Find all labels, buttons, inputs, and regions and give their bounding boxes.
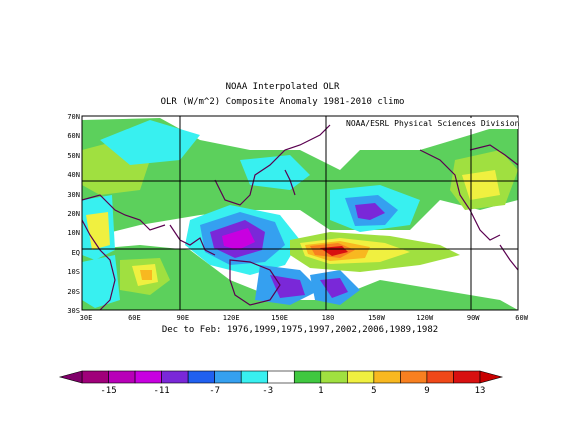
anomaly-field: [82, 118, 518, 310]
colorbar-swatch: [108, 370, 136, 384]
lat-label: 10N: [67, 229, 80, 238]
lon-label: 90W: [466, 314, 480, 322]
period-label: Dec to Feb: 1976,1999,1975,1997,2002,200…: [161, 325, 439, 335]
colorbar-label: 9: [424, 386, 430, 396]
lat-label: 20N: [67, 210, 80, 218]
colorbar-swatch: [347, 370, 375, 384]
colorbar-right-arrow: [479, 370, 504, 384]
colorbar: [58, 370, 504, 384]
lon-label: 30E: [79, 314, 93, 322]
colorbar-swatch: [187, 370, 215, 384]
colorbar-label: 13: [474, 386, 486, 396]
lat-label: 40N: [67, 171, 80, 180]
lat-label: 70N: [67, 113, 80, 121]
lon-label: 180: [321, 314, 335, 322]
colorbar-swatch: [134, 370, 162, 384]
colorbar-label: -11: [153, 386, 170, 396]
colorbar-swatch: [426, 370, 454, 384]
lon-label: 150E: [271, 314, 289, 322]
lon-label: 120W: [416, 314, 434, 322]
lon-label: 60E: [128, 314, 141, 322]
lon-label: 60W: [515, 314, 528, 322]
colorbar-swatch: [161, 370, 189, 384]
lon-label: 90E: [176, 314, 190, 322]
colorbar-left-arrow: [58, 370, 83, 384]
colorbar-label: 5: [371, 386, 377, 396]
lon-label: 150W: [367, 314, 385, 322]
coastlines: [81, 124, 519, 311]
lat-label: 60N: [67, 132, 80, 141]
colorbar-swatch: [267, 370, 295, 384]
colorbar-label: -15: [100, 386, 117, 396]
reference-lines: [82, 116, 518, 310]
colorbar-swatch: [453, 370, 481, 384]
map-frame: [81, 115, 519, 311]
colorbar-label: -3: [262, 386, 274, 396]
lat-label: EQ: [71, 248, 80, 257]
colorbar-swatch: [373, 370, 401, 384]
colorbar-swatch: [400, 370, 428, 384]
colorbar-label: 1: [318, 386, 324, 396]
lon-label: 120E: [222, 314, 240, 322]
colorbar-swatch: [320, 370, 348, 384]
colorbar-label: -7: [209, 386, 221, 396]
colorbar-swatch: [214, 370, 242, 384]
map-subtitle: OLR (W/m^2) Composite Anomaly 1981-2010 …: [160, 97, 405, 107]
lat-label: 20S: [67, 287, 80, 296]
colorbar-swatch: [81, 370, 109, 384]
colorbar-swatch: [293, 370, 322, 384]
lat-label: 30N: [67, 190, 80, 199]
lat-label: 10S: [67, 268, 80, 277]
lat-label: 50N: [67, 151, 80, 160]
lat-label: 30S: [67, 307, 80, 315]
map-title: NOAA Interpolated OLR: [225, 82, 340, 92]
colorbar-swatch: [240, 370, 269, 384]
credit-label: NOAA/ESRL Physical Sciences Division: [346, 118, 520, 129]
